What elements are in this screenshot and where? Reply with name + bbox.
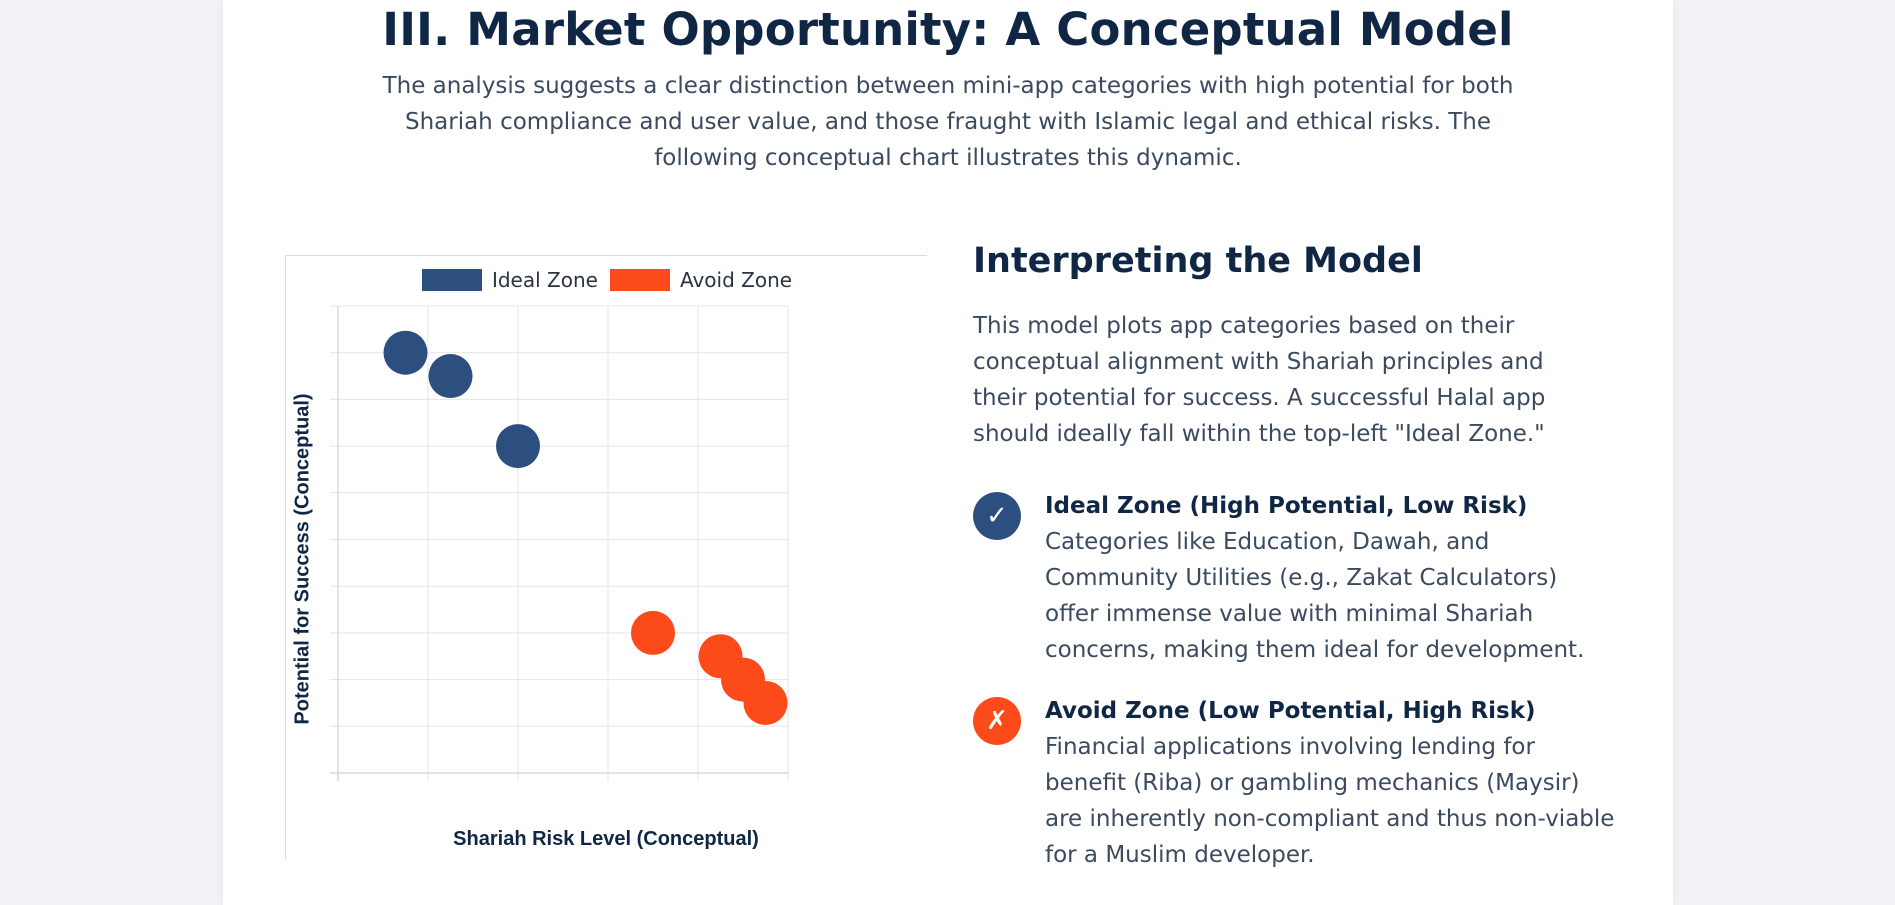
- ideal-point-3: [496, 424, 540, 469]
- interpretation-panel: Interpreting the Model This model plots …: [973, 238, 1614, 868]
- chart-plot-area: [330, 305, 789, 781]
- legend-item-avoid[interactable]: Avoid Zone: [609, 268, 793, 292]
- zone-avoid-title: Avoid Zone (Low Potential, High Risk): [1045, 698, 1536, 724]
- legend-label-avoid: Avoid Zone: [679, 268, 793, 292]
- avoid-point-4: [743, 680, 788, 725]
- legend-item-ideal[interactable]: Ideal Zone: [421, 268, 598, 292]
- section-body: This model plots app categories based on…: [973, 313, 1546, 447]
- y-axis-label: Potential for Success (Conceptual): [291, 393, 314, 725]
- section-heading: Interpreting the Model: [973, 241, 1423, 281]
- zone-ideal-text: Ideal Zone (High Potential, Low Risk) Ca…: [1045, 488, 1615, 668]
- zone-ideal-title: Ideal Zone (High Potential, Low Risk): [1045, 493, 1528, 519]
- content-card: III. Market Opportunity: A Conceptual Mo…: [223, 0, 1673, 905]
- check-icon: ✓: [973, 492, 1021, 540]
- x-axis-label: Shariah Risk Level (Conceptual): [453, 828, 759, 850]
- chart-legend: Ideal Zone Avoid Zone: [286, 268, 928, 292]
- legend-swatch-avoid: [609, 269, 670, 291]
- legend-label-ideal: Ideal Zone: [491, 268, 598, 292]
- ideal-point-2: [428, 354, 473, 399]
- scatter-chart: Ideal Zone Avoid Zone Potential for Succ…: [285, 255, 927, 860]
- ideal-point-1: [383, 330, 428, 375]
- zone-avoid-text: Avoid Zone (Low Potential, High Risk) Fi…: [1045, 693, 1615, 873]
- avoid-point-1: [631, 610, 675, 655]
- cross-icon: ✗: [973, 697, 1021, 745]
- zone-avoid-description: Financial applications involving lending…: [1045, 734, 1615, 868]
- intro-paragraph: The analysis suggests a clear distinctio…: [382, 73, 1514, 171]
- zone-ideal-description: Categories like Education, Dawah, and Co…: [1045, 529, 1585, 663]
- legend-swatch-ideal: [421, 269, 482, 291]
- page-title: III. Market Opportunity: A Conceptual Mo…: [382, 3, 1514, 56]
